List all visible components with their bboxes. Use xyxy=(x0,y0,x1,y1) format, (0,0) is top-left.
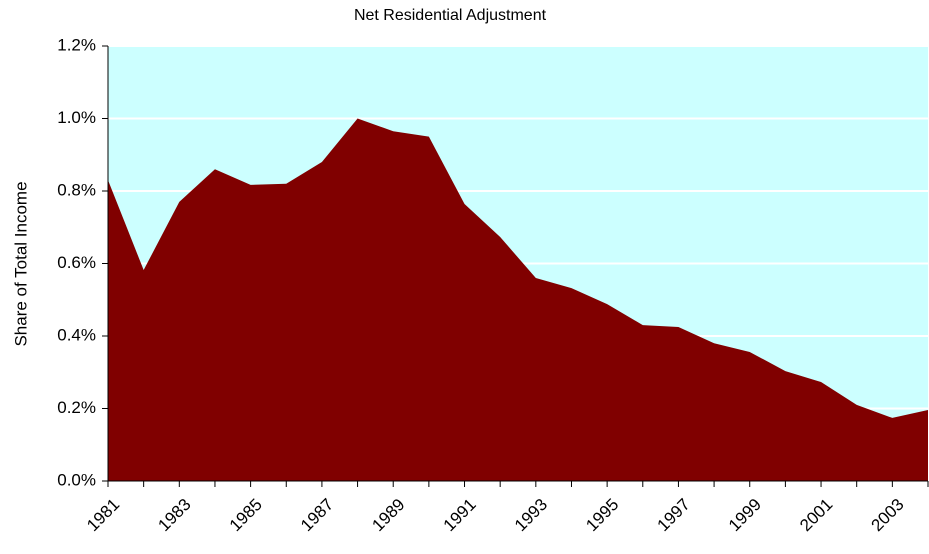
x-tick-label: 1995 xyxy=(582,495,622,535)
x-tick-label: 2001 xyxy=(796,495,836,535)
chart-title: Net Residential Adjustment xyxy=(354,7,547,24)
y-tick-label: 1.2% xyxy=(57,35,96,54)
x-tick-label: 1999 xyxy=(725,495,765,535)
x-tick-label: 1983 xyxy=(154,495,194,535)
x-tick-label: 1997 xyxy=(654,495,694,535)
y-axis-label: Share of Total Income xyxy=(11,181,30,346)
x-tick-label: 1989 xyxy=(368,495,408,535)
y-tick-label: 0.8% xyxy=(57,180,96,199)
x-tick-label: 1991 xyxy=(440,495,480,535)
y-tick-label: 1.0% xyxy=(57,108,96,127)
y-tick-label: 0.2% xyxy=(57,398,96,417)
y-tick-label: 0.4% xyxy=(57,325,96,344)
y-tick-label: 0.6% xyxy=(57,253,96,272)
x-tick-label: 1985 xyxy=(226,495,266,535)
x-tick-label: 2003 xyxy=(867,495,907,535)
x-tick-label: 1987 xyxy=(297,495,337,535)
x-tick-label: 1993 xyxy=(511,495,551,535)
y-tick-label: 0.0% xyxy=(57,470,96,489)
x-tick-label: 1981 xyxy=(83,495,123,535)
area xyxy=(108,118,928,481)
